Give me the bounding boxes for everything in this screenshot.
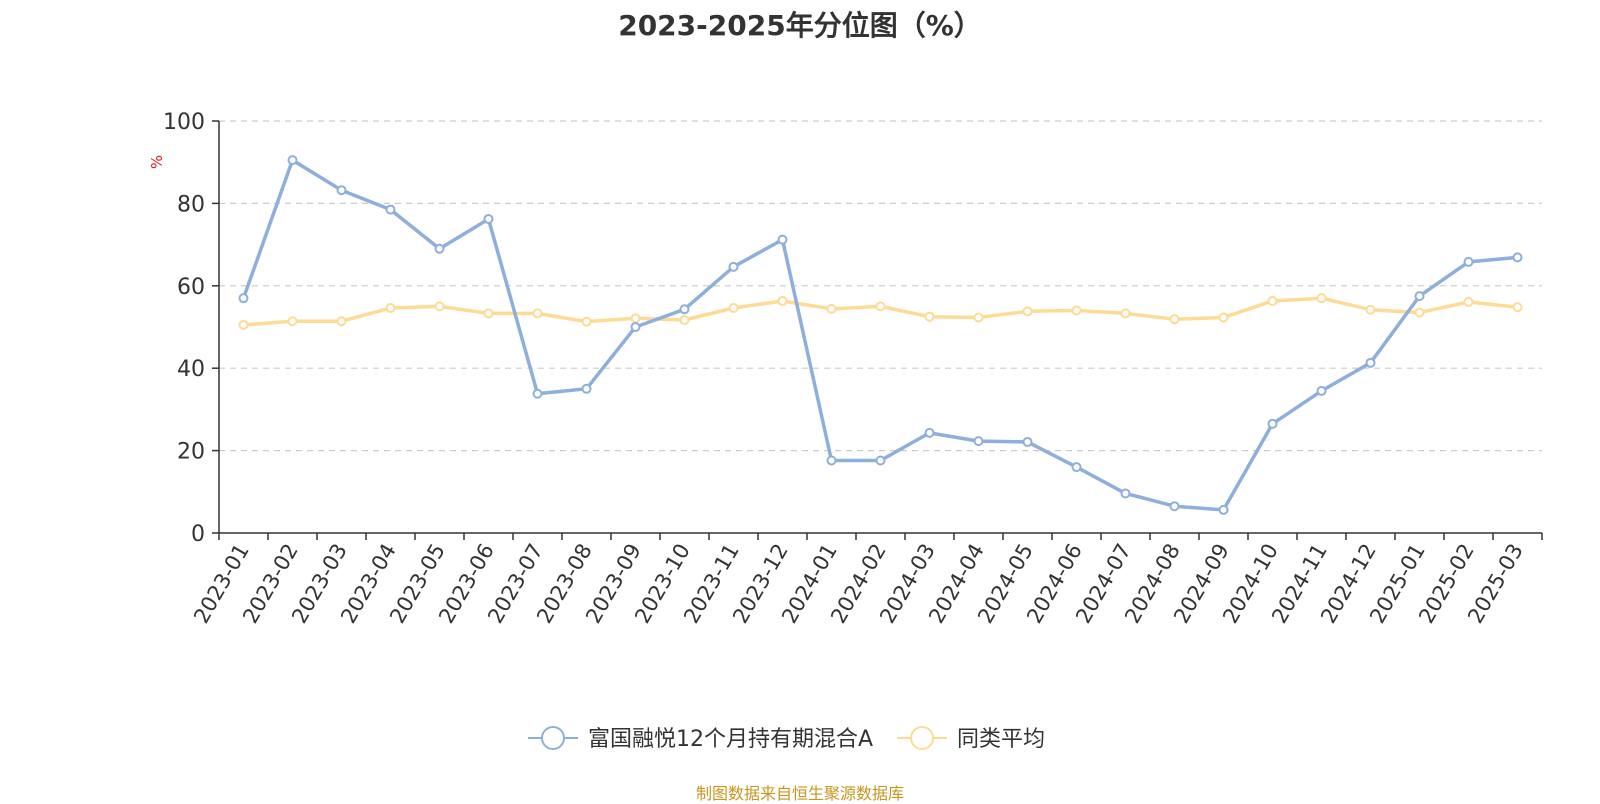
data-point — [630, 322, 641, 332]
data-point — [1267, 296, 1278, 307]
chart-title: 2023-2025年分位图（%） — [618, 9, 982, 42]
data-point — [1316, 385, 1327, 396]
data-point — [826, 455, 837, 466]
data-point — [728, 261, 739, 272]
y-tick-label: 0 — [191, 522, 205, 547]
data-point — [875, 455, 886, 466]
data-point — [1120, 308, 1131, 319]
data-point — [287, 316, 298, 327]
data-point — [1022, 306, 1033, 317]
data-point — [826, 303, 837, 314]
data-point — [1169, 314, 1180, 325]
data-point — [287, 155, 298, 166]
data-point — [532, 308, 543, 319]
y-tick-label: 60 — [177, 275, 205, 300]
data-point — [336, 316, 347, 327]
data-point — [385, 303, 396, 314]
data-point — [924, 427, 935, 438]
data-point — [1316, 293, 1327, 304]
y-tick-label: 20 — [177, 440, 205, 465]
data-point — [1414, 291, 1425, 302]
y-tick-label: 40 — [177, 357, 205, 382]
data-point — [875, 301, 886, 312]
data-point — [385, 204, 396, 215]
data-point — [1365, 357, 1376, 368]
data-point — [1365, 304, 1376, 315]
data-point — [581, 383, 592, 394]
legend-marker — [910, 726, 935, 750]
data-point — [483, 214, 494, 225]
data-point — [1512, 302, 1523, 313]
data-point — [434, 243, 445, 254]
legend-label: 富国融悦12个月持有期混合A — [588, 727, 873, 752]
data-point — [336, 185, 347, 196]
legend-marker — [541, 726, 565, 750]
data-point — [728, 303, 739, 314]
data-point — [1218, 312, 1229, 323]
source-note: 制图数据来自恒生聚源数据库 — [695, 784, 904, 803]
data-point — [777, 234, 788, 245]
data-point — [483, 308, 494, 319]
data-point — [924, 311, 935, 322]
data-point — [1169, 501, 1180, 512]
data-point — [1267, 418, 1278, 429]
y-tick-label: 100 — [163, 110, 205, 135]
data-point — [581, 316, 592, 327]
data-point — [973, 312, 984, 323]
legend-label: 同类平均 — [957, 727, 1045, 752]
data-point — [1512, 252, 1523, 263]
data-point — [238, 319, 249, 330]
data-point — [434, 301, 445, 312]
data-point — [1071, 305, 1082, 316]
data-point — [1414, 307, 1425, 318]
data-point — [679, 314, 690, 325]
data-point — [1463, 296, 1474, 307]
data-point — [973, 436, 984, 447]
data-point — [1071, 462, 1082, 473]
data-point — [630, 313, 641, 324]
data-point — [777, 296, 788, 307]
y-axis-unit: % — [148, 155, 166, 169]
data-point — [1022, 436, 1033, 447]
data-point — [679, 304, 690, 315]
data-point — [1120, 488, 1131, 499]
data-point — [1218, 504, 1229, 515]
data-point — [238, 293, 249, 304]
data-point — [532, 388, 543, 399]
y-tick-label: 80 — [177, 192, 205, 217]
data-point — [1463, 256, 1474, 267]
